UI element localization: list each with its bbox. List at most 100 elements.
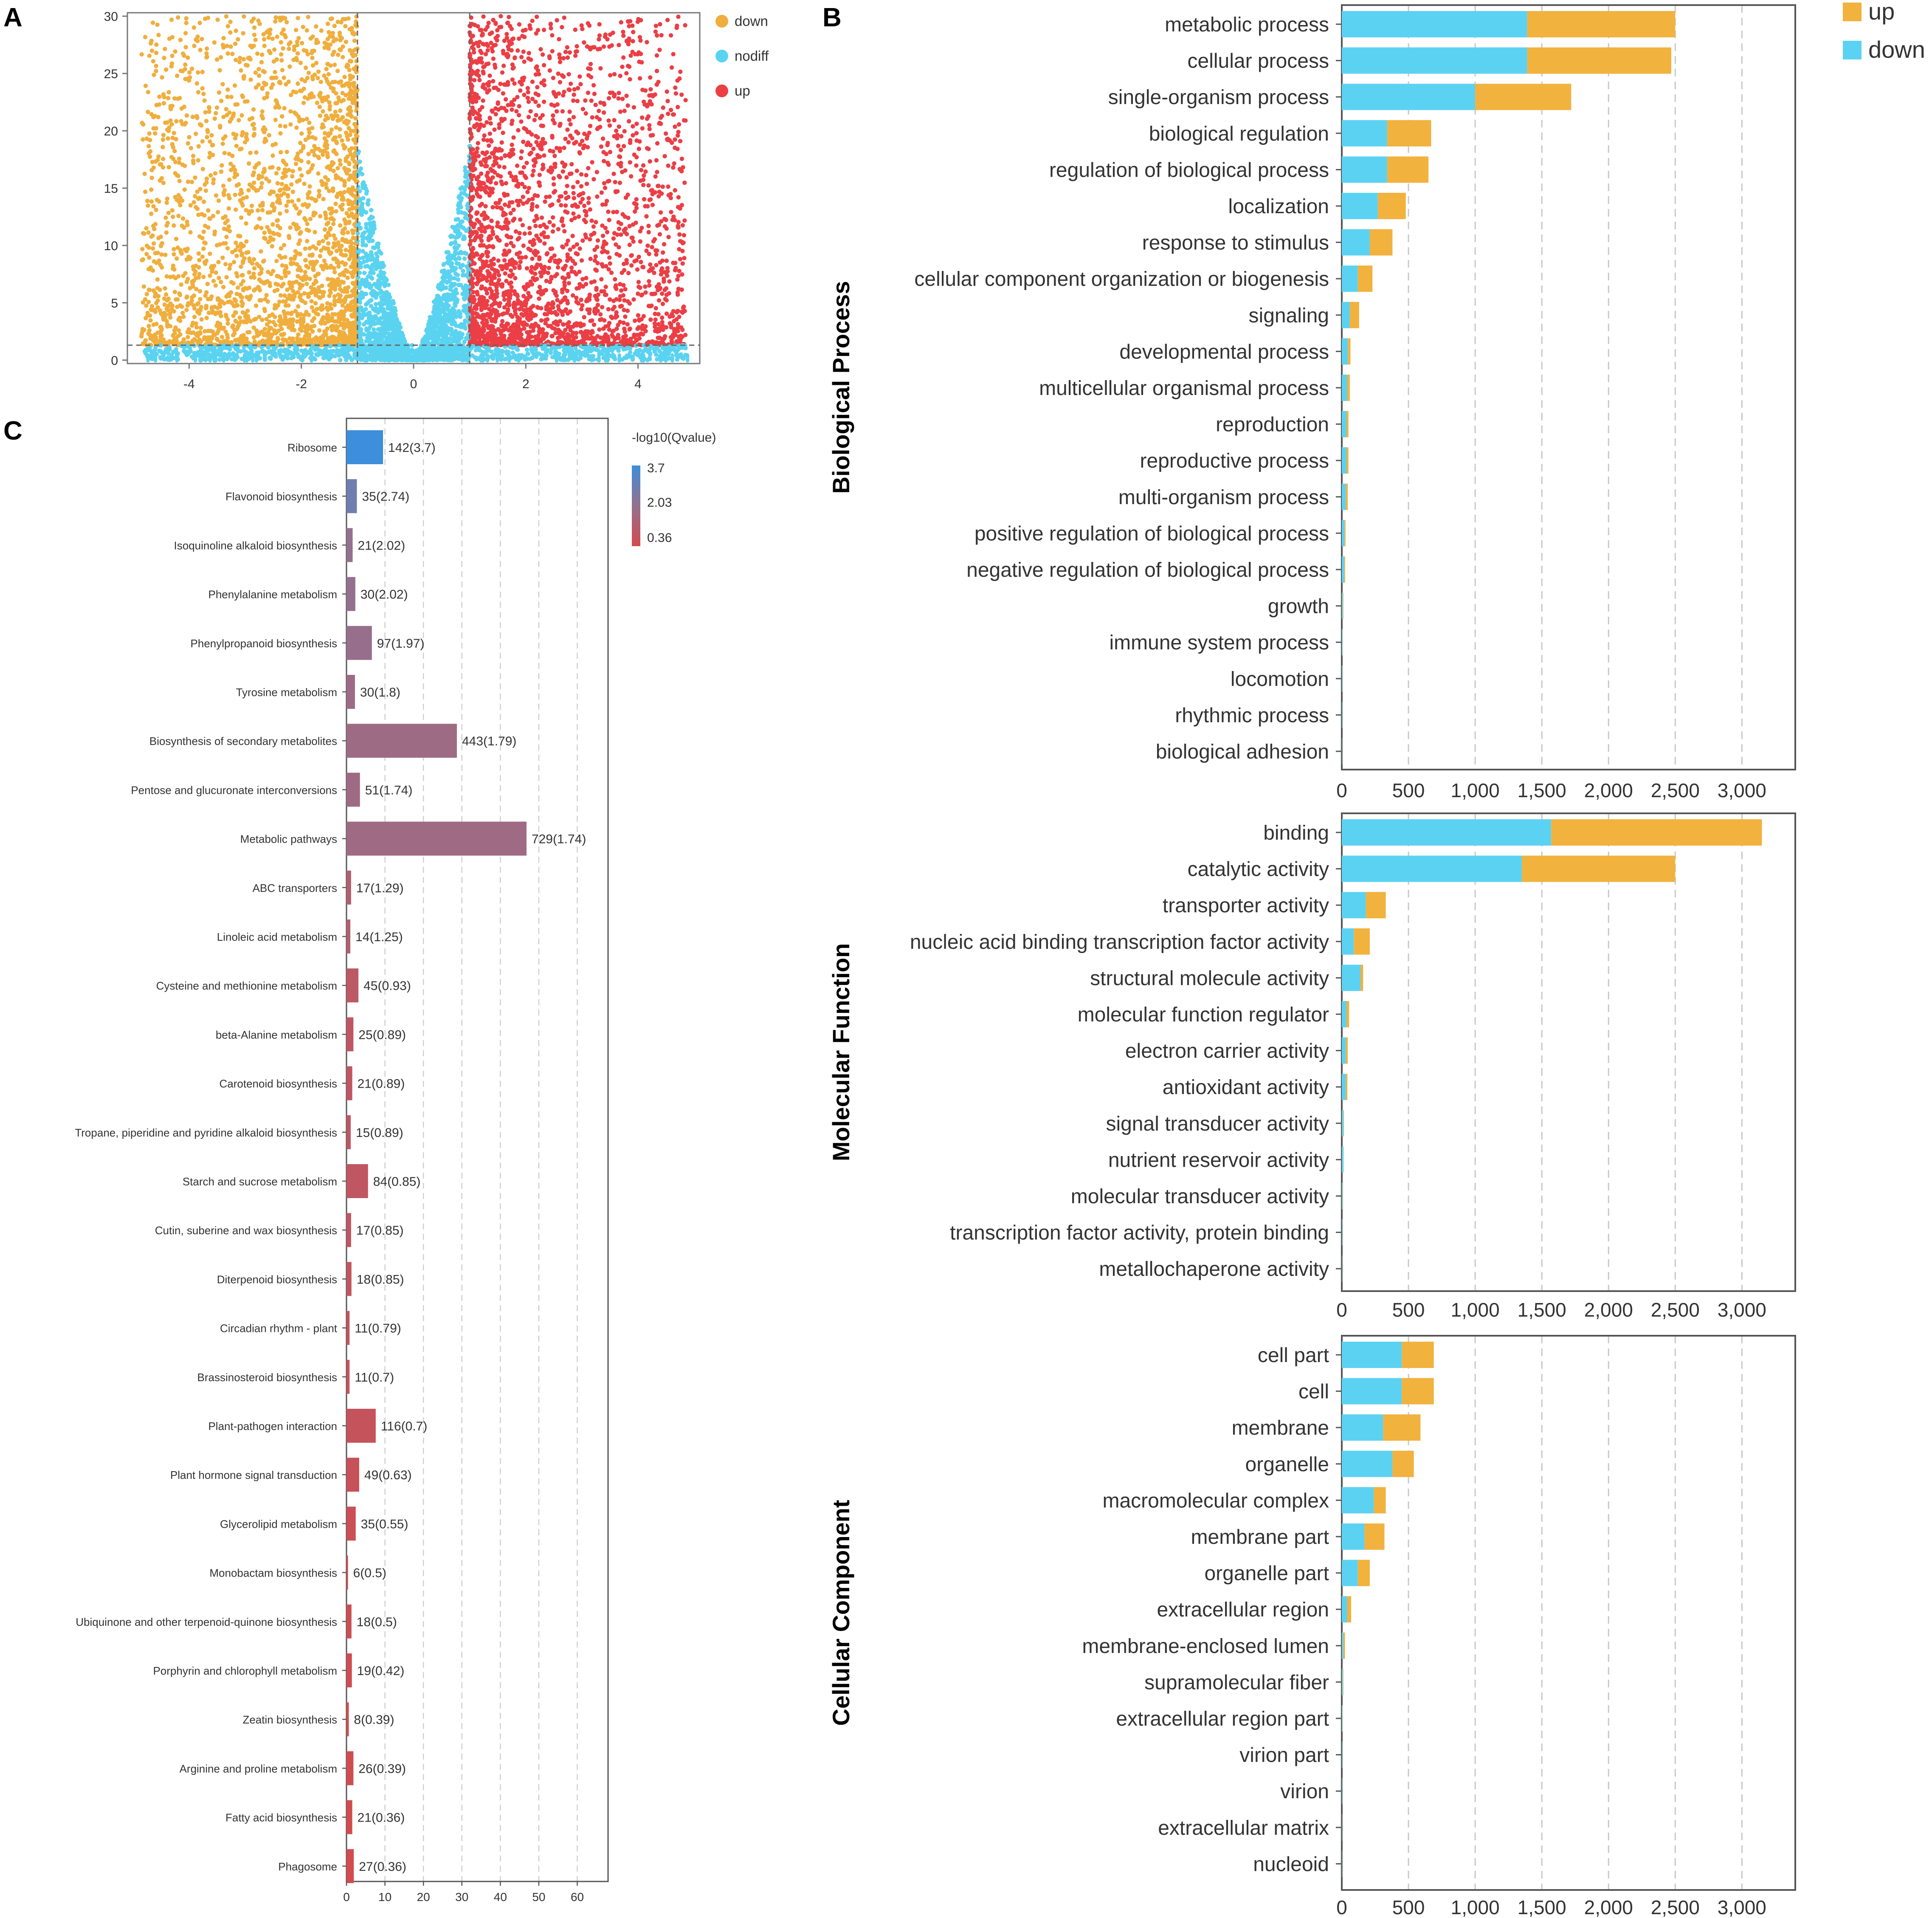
data-point xyxy=(504,108,509,113)
data-point xyxy=(567,50,572,55)
data-point xyxy=(185,219,189,224)
data-point xyxy=(330,216,334,220)
data-point xyxy=(330,31,335,36)
data-point xyxy=(151,204,156,209)
data-point xyxy=(247,117,252,122)
data-point xyxy=(479,286,484,291)
data-point xyxy=(200,86,205,91)
data-point xyxy=(521,28,525,33)
data-point xyxy=(239,334,244,338)
data-point xyxy=(198,187,203,192)
data-point xyxy=(501,291,506,296)
data-point xyxy=(223,262,228,267)
data-point xyxy=(241,31,245,36)
data-point xyxy=(262,130,267,135)
data-point xyxy=(225,113,229,118)
data-point xyxy=(290,174,295,179)
data-point xyxy=(159,243,163,248)
data-point xyxy=(284,149,289,154)
data-point xyxy=(514,109,519,114)
data-point xyxy=(232,331,237,336)
data-point xyxy=(329,163,334,168)
data-point xyxy=(659,324,665,329)
data-point xyxy=(595,127,600,131)
data-point xyxy=(534,140,539,144)
data-point xyxy=(222,192,226,197)
data-point xyxy=(238,56,242,60)
data-point xyxy=(637,35,642,39)
data-point xyxy=(163,47,167,51)
data-point xyxy=(226,206,231,211)
data-point xyxy=(513,276,518,281)
data-point xyxy=(315,101,319,105)
data-point xyxy=(277,233,282,237)
data-point xyxy=(163,292,169,297)
data-point xyxy=(583,282,589,287)
data-point xyxy=(529,269,534,274)
data-point xyxy=(521,307,526,313)
data-point xyxy=(576,131,580,135)
data-point xyxy=(163,252,168,257)
data-point xyxy=(321,197,326,201)
data-point xyxy=(216,198,221,203)
data-point xyxy=(488,180,493,185)
data-point xyxy=(193,269,198,274)
data-point xyxy=(606,161,610,165)
data-point xyxy=(478,28,482,32)
data-point xyxy=(567,335,572,339)
data-point xyxy=(555,272,559,276)
data-point xyxy=(578,192,583,197)
data-point xyxy=(234,240,238,245)
data-point xyxy=(170,135,175,140)
data-point xyxy=(632,333,636,337)
data-point xyxy=(307,228,311,233)
data-point xyxy=(621,144,626,149)
data-point xyxy=(314,279,318,284)
data-point xyxy=(309,91,314,96)
data-point xyxy=(331,233,336,238)
data-point xyxy=(186,335,190,339)
data-point xyxy=(214,57,220,62)
data-point xyxy=(519,337,524,342)
data-point xyxy=(263,280,268,285)
data-point xyxy=(168,118,173,123)
data-point xyxy=(620,65,625,69)
data-point xyxy=(334,125,338,130)
data-point xyxy=(623,168,628,173)
data-point xyxy=(479,273,484,277)
data-point xyxy=(307,276,312,281)
data-point xyxy=(306,265,310,270)
data-point xyxy=(616,96,621,101)
data-point xyxy=(279,255,284,260)
data-point xyxy=(168,301,173,306)
data-point xyxy=(554,322,559,327)
data-point xyxy=(579,184,584,189)
data-point xyxy=(276,336,280,341)
data-point xyxy=(653,317,658,322)
data-point xyxy=(477,78,482,82)
data-point xyxy=(648,159,652,164)
data-point xyxy=(189,301,194,306)
data-point xyxy=(582,337,586,342)
data-point xyxy=(509,26,514,31)
data-point xyxy=(213,312,218,316)
data-point xyxy=(533,223,538,228)
data-point xyxy=(507,296,513,301)
data-point xyxy=(229,116,234,121)
data-point xyxy=(556,339,561,344)
data-point xyxy=(529,282,535,287)
data-point xyxy=(568,133,573,138)
data-point xyxy=(532,218,537,223)
data-point xyxy=(634,131,639,135)
data-point xyxy=(586,66,591,71)
data-point xyxy=(203,293,208,298)
data-point xyxy=(665,136,670,141)
data-point xyxy=(156,33,161,37)
data-point xyxy=(611,236,616,241)
data-point xyxy=(524,161,529,165)
data-point xyxy=(333,101,338,106)
data-point xyxy=(298,141,303,145)
data-point xyxy=(328,167,332,172)
data-point xyxy=(629,174,634,179)
data-point xyxy=(602,318,607,323)
